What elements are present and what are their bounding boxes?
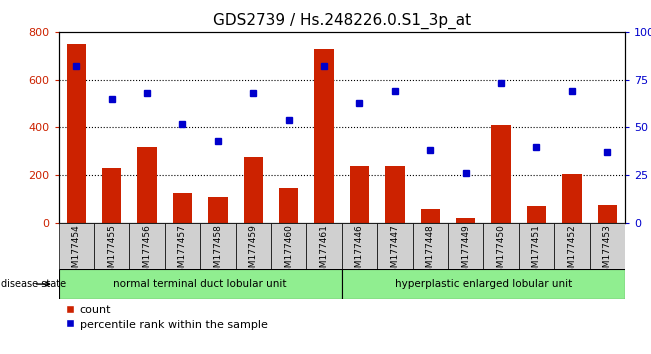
Bar: [243, 157, 263, 223]
Bar: [236, 223, 271, 269]
Bar: [590, 223, 625, 269]
Bar: [165, 223, 200, 269]
Legend: count, percentile rank within the sample: count, percentile rank within the sample: [64, 305, 268, 330]
Bar: [102, 168, 122, 223]
Bar: [562, 174, 581, 223]
Bar: [208, 197, 228, 223]
Text: GSM177455: GSM177455: [107, 224, 116, 279]
Bar: [66, 44, 86, 223]
Text: hyperplastic enlarged lobular unit: hyperplastic enlarged lobular unit: [395, 279, 572, 289]
Bar: [350, 166, 369, 223]
Text: GSM177459: GSM177459: [249, 224, 258, 279]
Text: disease state: disease state: [1, 279, 66, 289]
Bar: [413, 223, 448, 269]
Bar: [314, 48, 334, 223]
Text: GSM177447: GSM177447: [391, 224, 399, 279]
Title: GDS2739 / Hs.248226.0.S1_3p_at: GDS2739 / Hs.248226.0.S1_3p_at: [213, 13, 471, 29]
Bar: [173, 193, 192, 223]
Bar: [342, 223, 377, 269]
Text: GSM177453: GSM177453: [603, 224, 612, 279]
Text: GSM177454: GSM177454: [72, 224, 81, 279]
Bar: [448, 223, 483, 269]
Bar: [130, 223, 165, 269]
Bar: [279, 188, 298, 223]
Text: GSM177461: GSM177461: [320, 224, 329, 279]
Bar: [342, 269, 625, 299]
Bar: [59, 223, 94, 269]
Bar: [527, 206, 546, 223]
Bar: [94, 223, 130, 269]
Bar: [598, 205, 617, 223]
Text: GSM177448: GSM177448: [426, 224, 435, 279]
Bar: [385, 166, 405, 223]
Bar: [483, 223, 519, 269]
Bar: [456, 218, 475, 223]
Text: GSM177449: GSM177449: [461, 224, 470, 279]
Bar: [307, 223, 342, 269]
Text: GSM177460: GSM177460: [284, 224, 293, 279]
Text: GSM177450: GSM177450: [497, 224, 506, 279]
Text: GSM177452: GSM177452: [568, 224, 576, 279]
Text: GSM177458: GSM177458: [214, 224, 223, 279]
Bar: [137, 147, 157, 223]
Bar: [519, 223, 554, 269]
Bar: [59, 269, 342, 299]
Text: GSM177457: GSM177457: [178, 224, 187, 279]
Bar: [200, 223, 236, 269]
Bar: [377, 223, 413, 269]
Text: GSM177446: GSM177446: [355, 224, 364, 279]
Bar: [421, 209, 440, 223]
Text: normal terminal duct lobular unit: normal terminal duct lobular unit: [113, 279, 287, 289]
Text: GSM177451: GSM177451: [532, 224, 541, 279]
Bar: [554, 223, 590, 269]
Bar: [492, 125, 511, 223]
Bar: [271, 223, 307, 269]
Text: GSM177456: GSM177456: [143, 224, 152, 279]
